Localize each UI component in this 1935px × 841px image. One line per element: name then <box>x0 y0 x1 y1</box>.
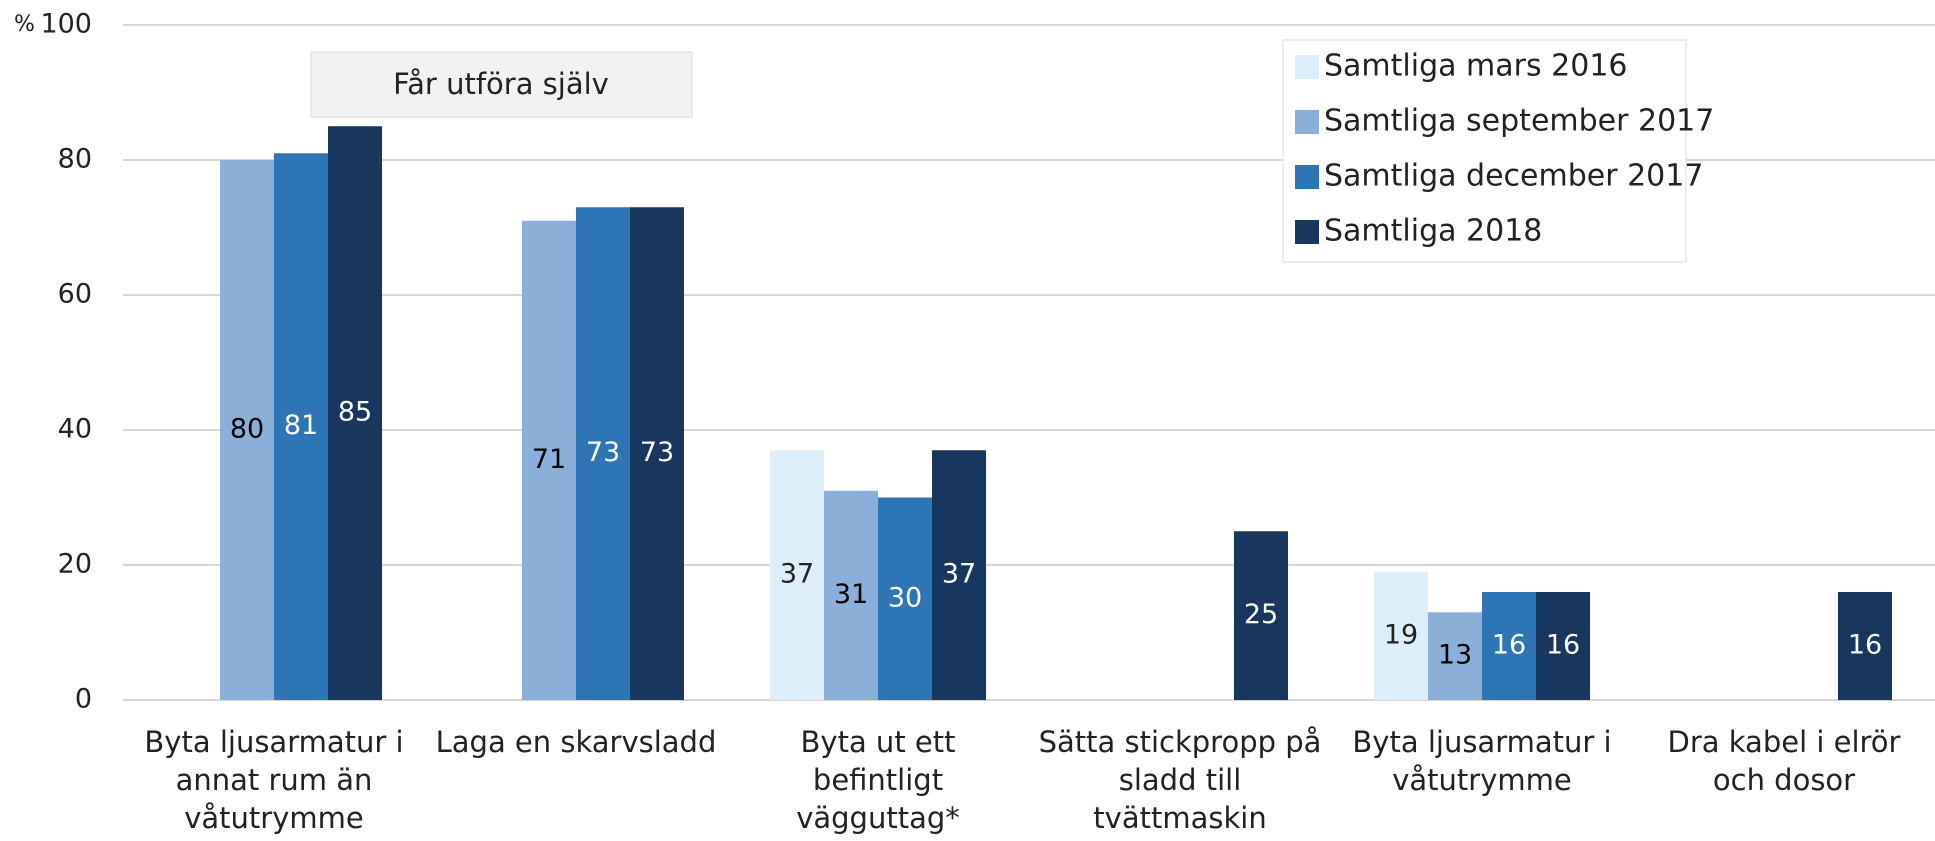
bar <box>1482 592 1536 700</box>
data-label: 16 <box>1546 630 1580 661</box>
bar <box>1838 592 1892 700</box>
data-label: 19 <box>1384 619 1418 650</box>
bar <box>878 497 932 700</box>
y-tick-label: 20 <box>58 549 92 580</box>
data-label: 85 <box>338 397 372 428</box>
y-tick-label: 60 <box>58 279 92 310</box>
legend-label: Samtliga december 2017 <box>1324 159 1703 194</box>
data-label: 37 <box>780 559 814 590</box>
data-label: 25 <box>1244 599 1278 630</box>
bar <box>1234 531 1288 700</box>
bar <box>1374 571 1428 700</box>
bar <box>328 126 382 700</box>
data-label: 81 <box>284 410 318 441</box>
x-tick-label: Byta ljusarmatur i annat rum än våtutrymme <box>144 725 403 835</box>
legend-swatch <box>1295 220 1319 244</box>
legend-label: Samtliga september 2017 <box>1324 104 1714 139</box>
x-tick-label: Byta ljusarmatur i våtutrymme <box>1352 725 1611 797</box>
y-tick-label: 0 <box>75 684 92 715</box>
bar <box>1428 612 1482 700</box>
data-label: 73 <box>640 437 674 468</box>
y-tick-label: 80 <box>58 144 92 175</box>
data-label: 80 <box>230 414 264 445</box>
x-tick-label: Byta ut ett befintligt vägguttag* <box>796 725 960 835</box>
bar <box>274 153 328 700</box>
data-label: 16 <box>1492 630 1526 661</box>
legend-swatch <box>1295 55 1319 79</box>
data-label: 73 <box>586 437 620 468</box>
legend-label: Samtliga mars 2016 <box>1324 49 1628 84</box>
bar <box>1536 592 1590 700</box>
bar <box>770 450 824 700</box>
bar <box>576 207 630 700</box>
y-tick-label: 100 <box>40 9 92 40</box>
data-label: 30 <box>888 582 922 613</box>
annotation-box <box>310 51 693 118</box>
bar <box>824 490 878 700</box>
x-tick-label: Dra kabel i elrör och dosor <box>1668 725 1901 797</box>
bar <box>522 220 576 700</box>
bar <box>932 450 986 700</box>
bar <box>630 207 684 700</box>
legend-box <box>1282 39 1687 263</box>
legend-swatch <box>1295 165 1319 189</box>
data-label: 37 <box>942 559 976 590</box>
legend-swatch <box>1295 110 1319 134</box>
data-label: 71 <box>532 444 566 475</box>
x-tick-label: Laga en skarvsladd <box>436 725 717 759</box>
data-label: 13 <box>1438 640 1472 671</box>
data-label: 16 <box>1848 630 1882 661</box>
data-label: 31 <box>834 579 868 610</box>
y-tick-label: 40 <box>58 414 92 445</box>
y-axis-label: % <box>14 12 35 37</box>
x-tick-label: Sätta stickpropp på sladd till tvättmaskin <box>1039 725 1322 835</box>
annotation: Får utföra själv <box>393 67 609 101</box>
legend-label: Samtliga 2018 <box>1324 214 1542 249</box>
bar <box>220 160 274 700</box>
